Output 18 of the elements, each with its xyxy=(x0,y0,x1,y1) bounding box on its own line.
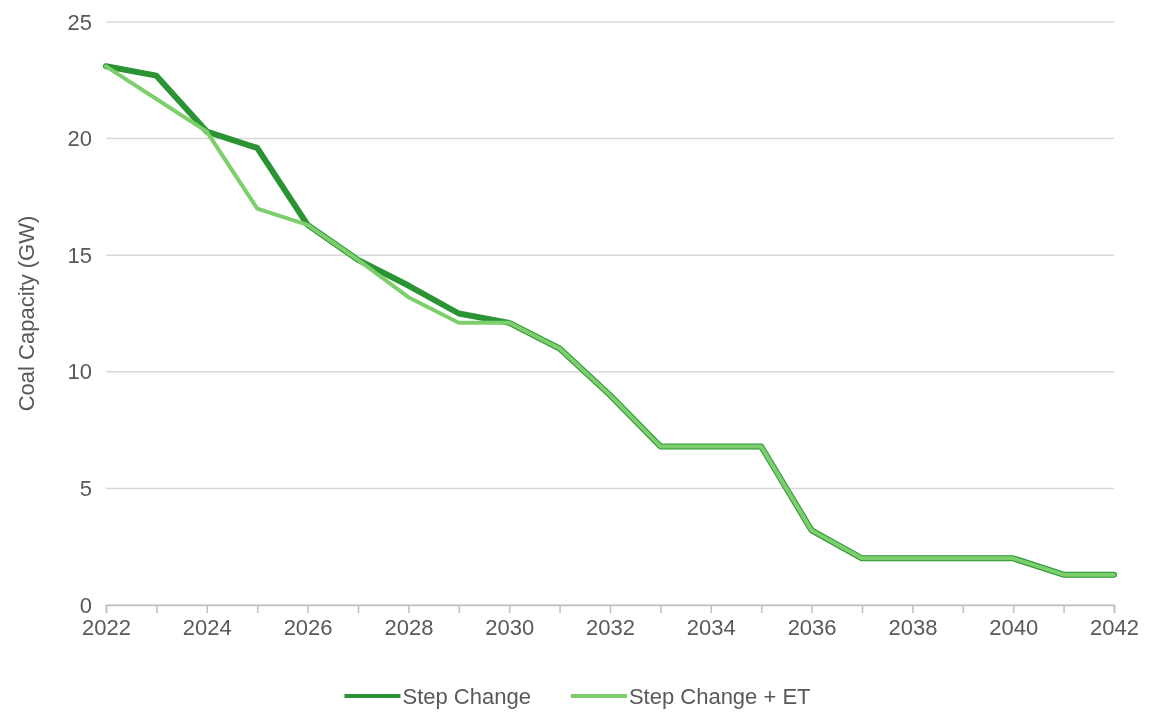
x-tick-label: 2036 xyxy=(787,614,837,640)
x-tick-label: 2040 xyxy=(989,614,1039,640)
x-tick-label: 2028 xyxy=(384,614,434,640)
y-tick-label: 20 xyxy=(67,126,92,152)
x-tick-label: 2024 xyxy=(182,614,232,640)
y-tick-label: 5 xyxy=(79,475,92,501)
y-tick-label: 10 xyxy=(67,359,92,385)
x-tick-label: 2042 xyxy=(1090,614,1139,640)
x-tick-label: 2038 xyxy=(888,614,938,640)
x-tick-label: 2032 xyxy=(586,614,635,640)
y-tick-label: 15 xyxy=(67,242,92,268)
y-axis-title: Coal Capacity (GW) xyxy=(14,215,39,412)
legend-label: Step Change + ET xyxy=(628,684,811,709)
legend-label: Step Change xyxy=(402,684,531,709)
x-tick-label: 2030 xyxy=(485,614,535,640)
x-tick-label: 2034 xyxy=(686,614,736,640)
x-tick-label: 2026 xyxy=(283,614,333,640)
y-tick-label: 25 xyxy=(67,9,92,35)
